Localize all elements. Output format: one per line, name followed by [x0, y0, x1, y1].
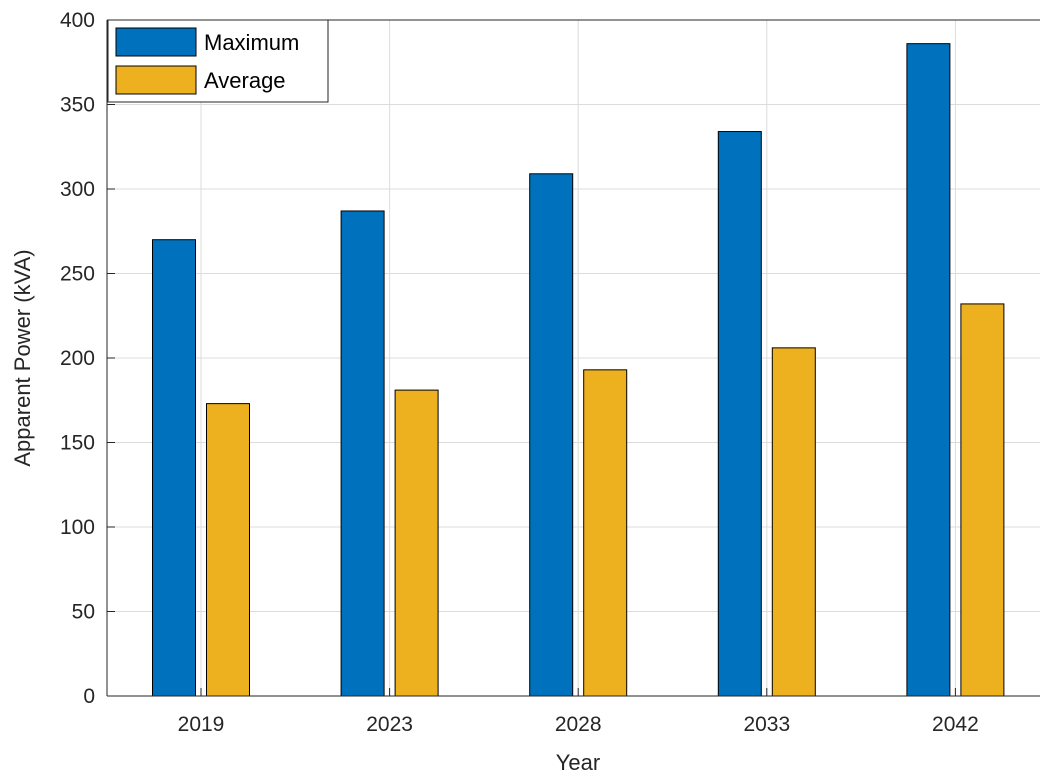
y-tick-label: 100	[60, 516, 95, 539]
x-tick-label: 2028	[555, 713, 602, 736]
legend-label-average: Average	[204, 68, 286, 93]
x-tick-label: 2019	[178, 713, 225, 736]
y-tick-label: 250	[60, 263, 95, 286]
bar-average-2023	[394, 389, 439, 697]
y-tick-label: 400	[60, 9, 95, 32]
legend-label-maximum: Maximum	[204, 30, 299, 55]
bar-maximum-2019	[152, 239, 196, 697]
bar-maximum-2033	[717, 131, 762, 697]
x-tick-label: 2023	[366, 713, 413, 736]
legend: Maximum Average	[107, 19, 329, 103]
bar-maximum-2042	[906, 43, 951, 697]
grid	[107, 19, 1040, 696]
y-axis-label: Apparent Power (kVA)	[10, 249, 35, 466]
bars	[152, 43, 1005, 697]
y-tick-label: 50	[72, 601, 95, 624]
x-tick-label: 2033	[743, 713, 790, 736]
bar-average-2042	[960, 303, 1005, 697]
y-tick-label: 0	[83, 685, 95, 708]
y-tick-label: 350	[60, 94, 95, 117]
x-tick-label: 2042	[932, 713, 979, 736]
bar-maximum-2028	[529, 173, 574, 697]
bar-average-2028	[583, 369, 628, 697]
y-tick-label: 200	[60, 347, 95, 370]
bar-maximum-2023	[340, 210, 385, 697]
x-axis-label: Year	[556, 750, 600, 775]
y-tick-label: 300	[60, 178, 95, 201]
legend-swatch-average	[115, 65, 197, 95]
y-tick-label: 150	[60, 432, 95, 455]
tick-labels: 0 50 100 150 200 250 300 350 400 2019 2023 2028 2033…	[60, 9, 979, 736]
legend-swatch-maximum	[115, 27, 197, 57]
bar-average-2033	[771, 347, 816, 697]
bar-average-2019	[206, 403, 250, 697]
